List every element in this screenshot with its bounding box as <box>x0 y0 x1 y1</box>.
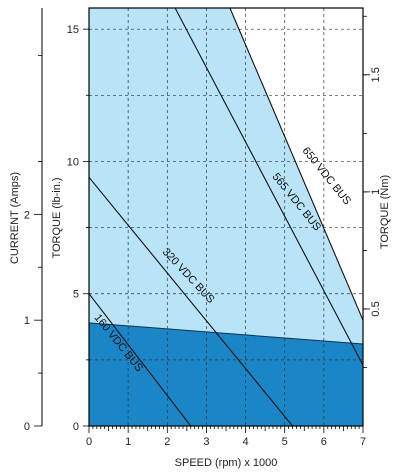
x-tick-label: 2 <box>164 436 170 448</box>
x-axis-title: SPEED (rpm) x 1000 <box>175 457 278 469</box>
y-tick-label-lbin: 10 <box>67 156 79 168</box>
regions <box>88 8 364 426</box>
grid <box>89 8 363 426</box>
y-tick-label-nm: 1 <box>370 189 382 195</box>
continuous-limit-line <box>88 322 364 345</box>
y-tick-label-nm: 0.5 <box>370 301 382 316</box>
y-axis-title-torque-lbin: TORQUE (lb-in.) <box>51 177 63 258</box>
y-tick-label-nm: 1.5 <box>370 67 382 82</box>
x-tick-label: 0 <box>86 436 92 448</box>
ticks: 0 1 2 3 4 5 6 7 0 5 10 15 0 1 2 0.5 1 1.5 <box>24 15 382 448</box>
x-tick-label: 7 <box>360 436 366 448</box>
continuous-region <box>89 322 363 426</box>
y-tick-label-lbin: 0 <box>73 421 79 433</box>
y-tick-label-lbin: 15 <box>67 24 79 36</box>
x-tick-label: 5 <box>282 436 288 448</box>
bus-line-160 <box>88 293 192 427</box>
y-tick-label-current: 2 <box>24 209 30 221</box>
bus-lines <box>88 7 364 427</box>
bus-line-565 <box>174 7 364 366</box>
x-tick-label: 4 <box>243 436 249 448</box>
x-tick-label: 6 <box>321 436 327 448</box>
y-tick-label-lbin: 5 <box>73 289 79 301</box>
y-tick-label-current: 1 <box>24 315 30 327</box>
bus-line-650 <box>229 7 364 321</box>
bus-line-320 <box>88 176 293 427</box>
y-tick-label-current: 0 <box>24 421 30 433</box>
x-tick-label: 3 <box>203 436 209 448</box>
intermittent-region <box>89 8 363 344</box>
y-axis-title-current: CURRENT (Amps) <box>9 172 21 264</box>
y-axis-title-torque-nm: TORQUE (Nm) <box>379 175 391 249</box>
x-tick-label: 1 <box>125 436 131 448</box>
